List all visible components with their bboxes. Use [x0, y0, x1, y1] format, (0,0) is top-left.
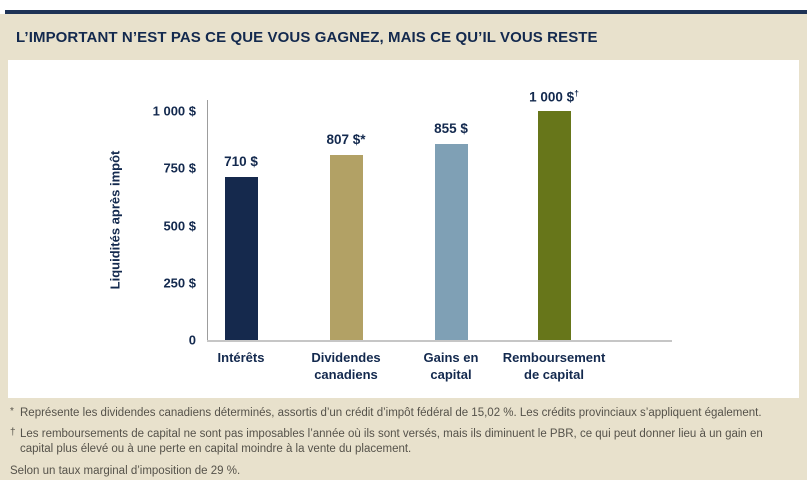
category-label: Intérêts: [217, 350, 265, 365]
y-axis-title: Liquidités après impôt: [107, 150, 123, 290]
bar-value-label: 1 000 $†: [529, 88, 579, 105]
x-axis-baseline: [207, 340, 672, 342]
footnote: Selon un taux marginal d’imposition de 2…: [10, 464, 793, 479]
footnotes: * Représente les dividendes canadiens dét…: [10, 406, 793, 485]
footnote-marker: *: [10, 406, 14, 417]
content-panel: L’IMPORTANT N’EST PAS CE QUE VOUS GAGNEZ…: [0, 14, 807, 480]
bar-2: [329, 155, 363, 340]
page-title: L’IMPORTANT N’EST PAS CE QUE VOUS GAGNEZ…: [16, 29, 598, 46]
category-label: Gains en capital: [423, 350, 479, 382]
bar-3: [434, 144, 468, 340]
bar-value-label: 710 $: [224, 154, 258, 170]
y-tick-label: 500 $: [163, 218, 196, 233]
footnote-text: Les remboursements de capital ne sont pa…: [20, 428, 763, 456]
chart-box: Liquidités après impôt 0 250 $ 500 $ 750 $ 1…: [8, 60, 799, 398]
y-tick-label: 1 000 $: [152, 103, 196, 119]
footnote-marker: †: [10, 427, 16, 439]
footnote-text: Selon un taux marginal d’imposition de 2…: [10, 464, 241, 477]
footnote: † Les remboursements de capital ne sont p…: [10, 427, 793, 457]
bar-1: [224, 177, 258, 340]
category-label: Dividendes canadiens: [311, 350, 381, 382]
chart-plot: Liquidités après impôt 0 250 $ 500 $ 750 $ 1…: [8, 60, 799, 398]
y-tick-label: 750 $: [163, 160, 196, 176]
top-accent-rule: [5, 10, 807, 14]
bar-value-label: 807 $*: [326, 132, 366, 148]
footnote: * Représente les dividendes canadiens dét…: [10, 406, 793, 421]
y-axis-line: [207, 100, 208, 341]
footnote-text: Représente les dividendes canadiens déte…: [20, 407, 762, 419]
category-label: Remboursement de capital: [502, 350, 606, 382]
bar-4: [537, 111, 571, 340]
footnote-marker-superscript: †: [574, 88, 579, 98]
y-tick-label: 0: [188, 332, 196, 348]
y-tick-label: 250 $: [163, 275, 196, 291]
bar-value-label: 855 $: [434, 121, 468, 137]
